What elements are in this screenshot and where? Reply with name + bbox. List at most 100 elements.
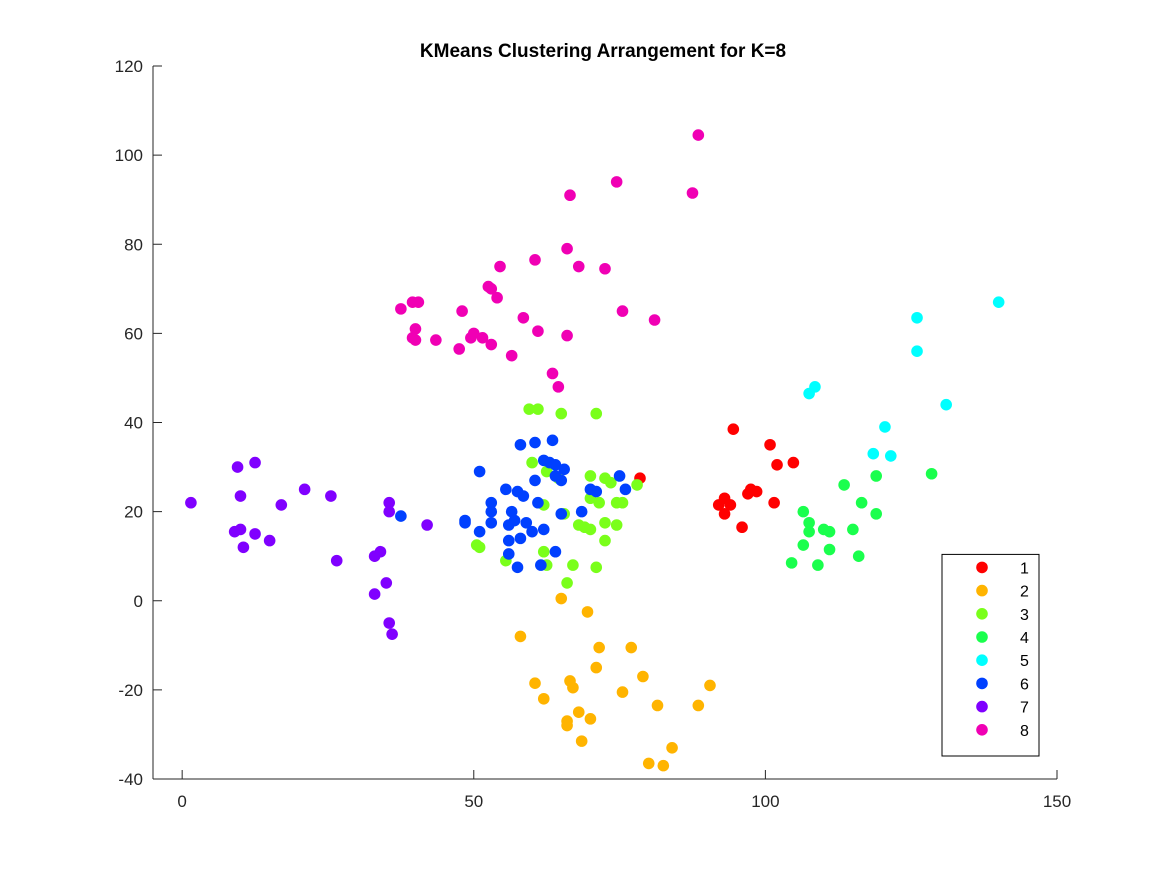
data-point [642, 757, 655, 770]
data-point [526, 456, 538, 469]
data-point [590, 407, 603, 420]
data-point [666, 742, 678, 754]
y-tick-label: 100 [115, 146, 143, 165]
chart-title: KMeans Clustering Arrangement for K=8 [420, 41, 786, 62]
data-point [412, 296, 425, 308]
data-point [593, 496, 605, 509]
data-point [485, 283, 498, 295]
data-point [610, 176, 623, 188]
legend-label: 5 [1020, 653, 1029, 670]
data-point [724, 499, 737, 511]
data-point [383, 617, 396, 629]
data-point [803, 387, 815, 400]
data-point [619, 483, 632, 496]
data-point [537, 692, 550, 705]
data-point [567, 681, 579, 694]
data-point [692, 699, 705, 712]
legend-label: 2 [1020, 584, 1029, 601]
data-point [992, 296, 1005, 308]
data-point [552, 381, 565, 393]
data-point [532, 325, 544, 337]
data-point [590, 661, 603, 674]
data-point [823, 543, 836, 556]
data-point [838, 479, 850, 491]
data-point [599, 262, 611, 275]
legend-marker [976, 700, 988, 713]
data-point [383, 496, 396, 509]
data-point [386, 628, 398, 640]
data-point [380, 577, 393, 589]
data-point [514, 532, 527, 545]
legend-label: 7 [1020, 700, 1029, 717]
data-point [456, 305, 468, 317]
data-point [330, 554, 343, 567]
data-point [473, 525, 486, 538]
data-point [884, 450, 897, 462]
data-point [409, 334, 422, 346]
data-point [911, 345, 923, 358]
data-point [764, 438, 776, 451]
data-point [325, 490, 337, 502]
data-point [599, 516, 611, 529]
data-point [514, 630, 527, 643]
data-point [616, 686, 629, 698]
data-point [532, 403, 544, 415]
data-point [852, 550, 865, 562]
data-point [185, 496, 197, 509]
data-point [692, 129, 705, 141]
series-1 [634, 423, 800, 534]
data-point [529, 677, 541, 689]
data-point [555, 474, 568, 487]
legend-marker [976, 654, 988, 666]
data-point [590, 561, 603, 574]
legend-label: 3 [1020, 607, 1029, 624]
data-point [537, 523, 550, 536]
data-point [657, 759, 670, 772]
data-point [797, 505, 810, 518]
y-tick-label: 40 [124, 414, 143, 433]
data-point [430, 334, 442, 346]
data-point [575, 735, 588, 747]
data-point [558, 463, 570, 476]
y-tick-label: 20 [124, 503, 143, 522]
data-point [581, 606, 594, 618]
data-point [870, 470, 882, 482]
data-point [625, 641, 638, 654]
data-point [823, 525, 836, 538]
data-point [610, 519, 623, 531]
data-point [502, 534, 515, 547]
data-point [546, 367, 559, 380]
data-point [555, 592, 568, 605]
data-point [575, 505, 588, 518]
data-point [736, 521, 748, 534]
data-point [491, 291, 503, 304]
legend-label: 6 [1020, 676, 1029, 693]
data-point [395, 303, 407, 315]
legend-marker [976, 631, 988, 643]
data-point [473, 541, 486, 554]
series-5 [803, 296, 1005, 462]
data-point [567, 559, 579, 571]
data-point [555, 407, 568, 420]
data-point [879, 421, 891, 433]
data-point [803, 516, 815, 529]
data-point [911, 311, 923, 324]
data-point [847, 523, 859, 536]
data-point [505, 349, 518, 362]
data-point [616, 496, 629, 509]
x-tick-label: 100 [751, 792, 779, 811]
data-point [768, 496, 780, 509]
legend: 1 2 3 4 5 6 7 8 [941, 553, 1040, 757]
data-point [771, 459, 783, 471]
data-point [561, 577, 573, 589]
data-point [523, 403, 535, 415]
data-point [616, 305, 629, 317]
data-point [727, 423, 740, 435]
data-point [540, 465, 553, 478]
data-point [231, 461, 244, 473]
y-tick-label: 60 [124, 324, 143, 343]
y-tick-label: 0 [134, 592, 143, 611]
data-point [529, 474, 541, 487]
data-point [476, 332, 489, 344]
data-point [537, 545, 550, 558]
